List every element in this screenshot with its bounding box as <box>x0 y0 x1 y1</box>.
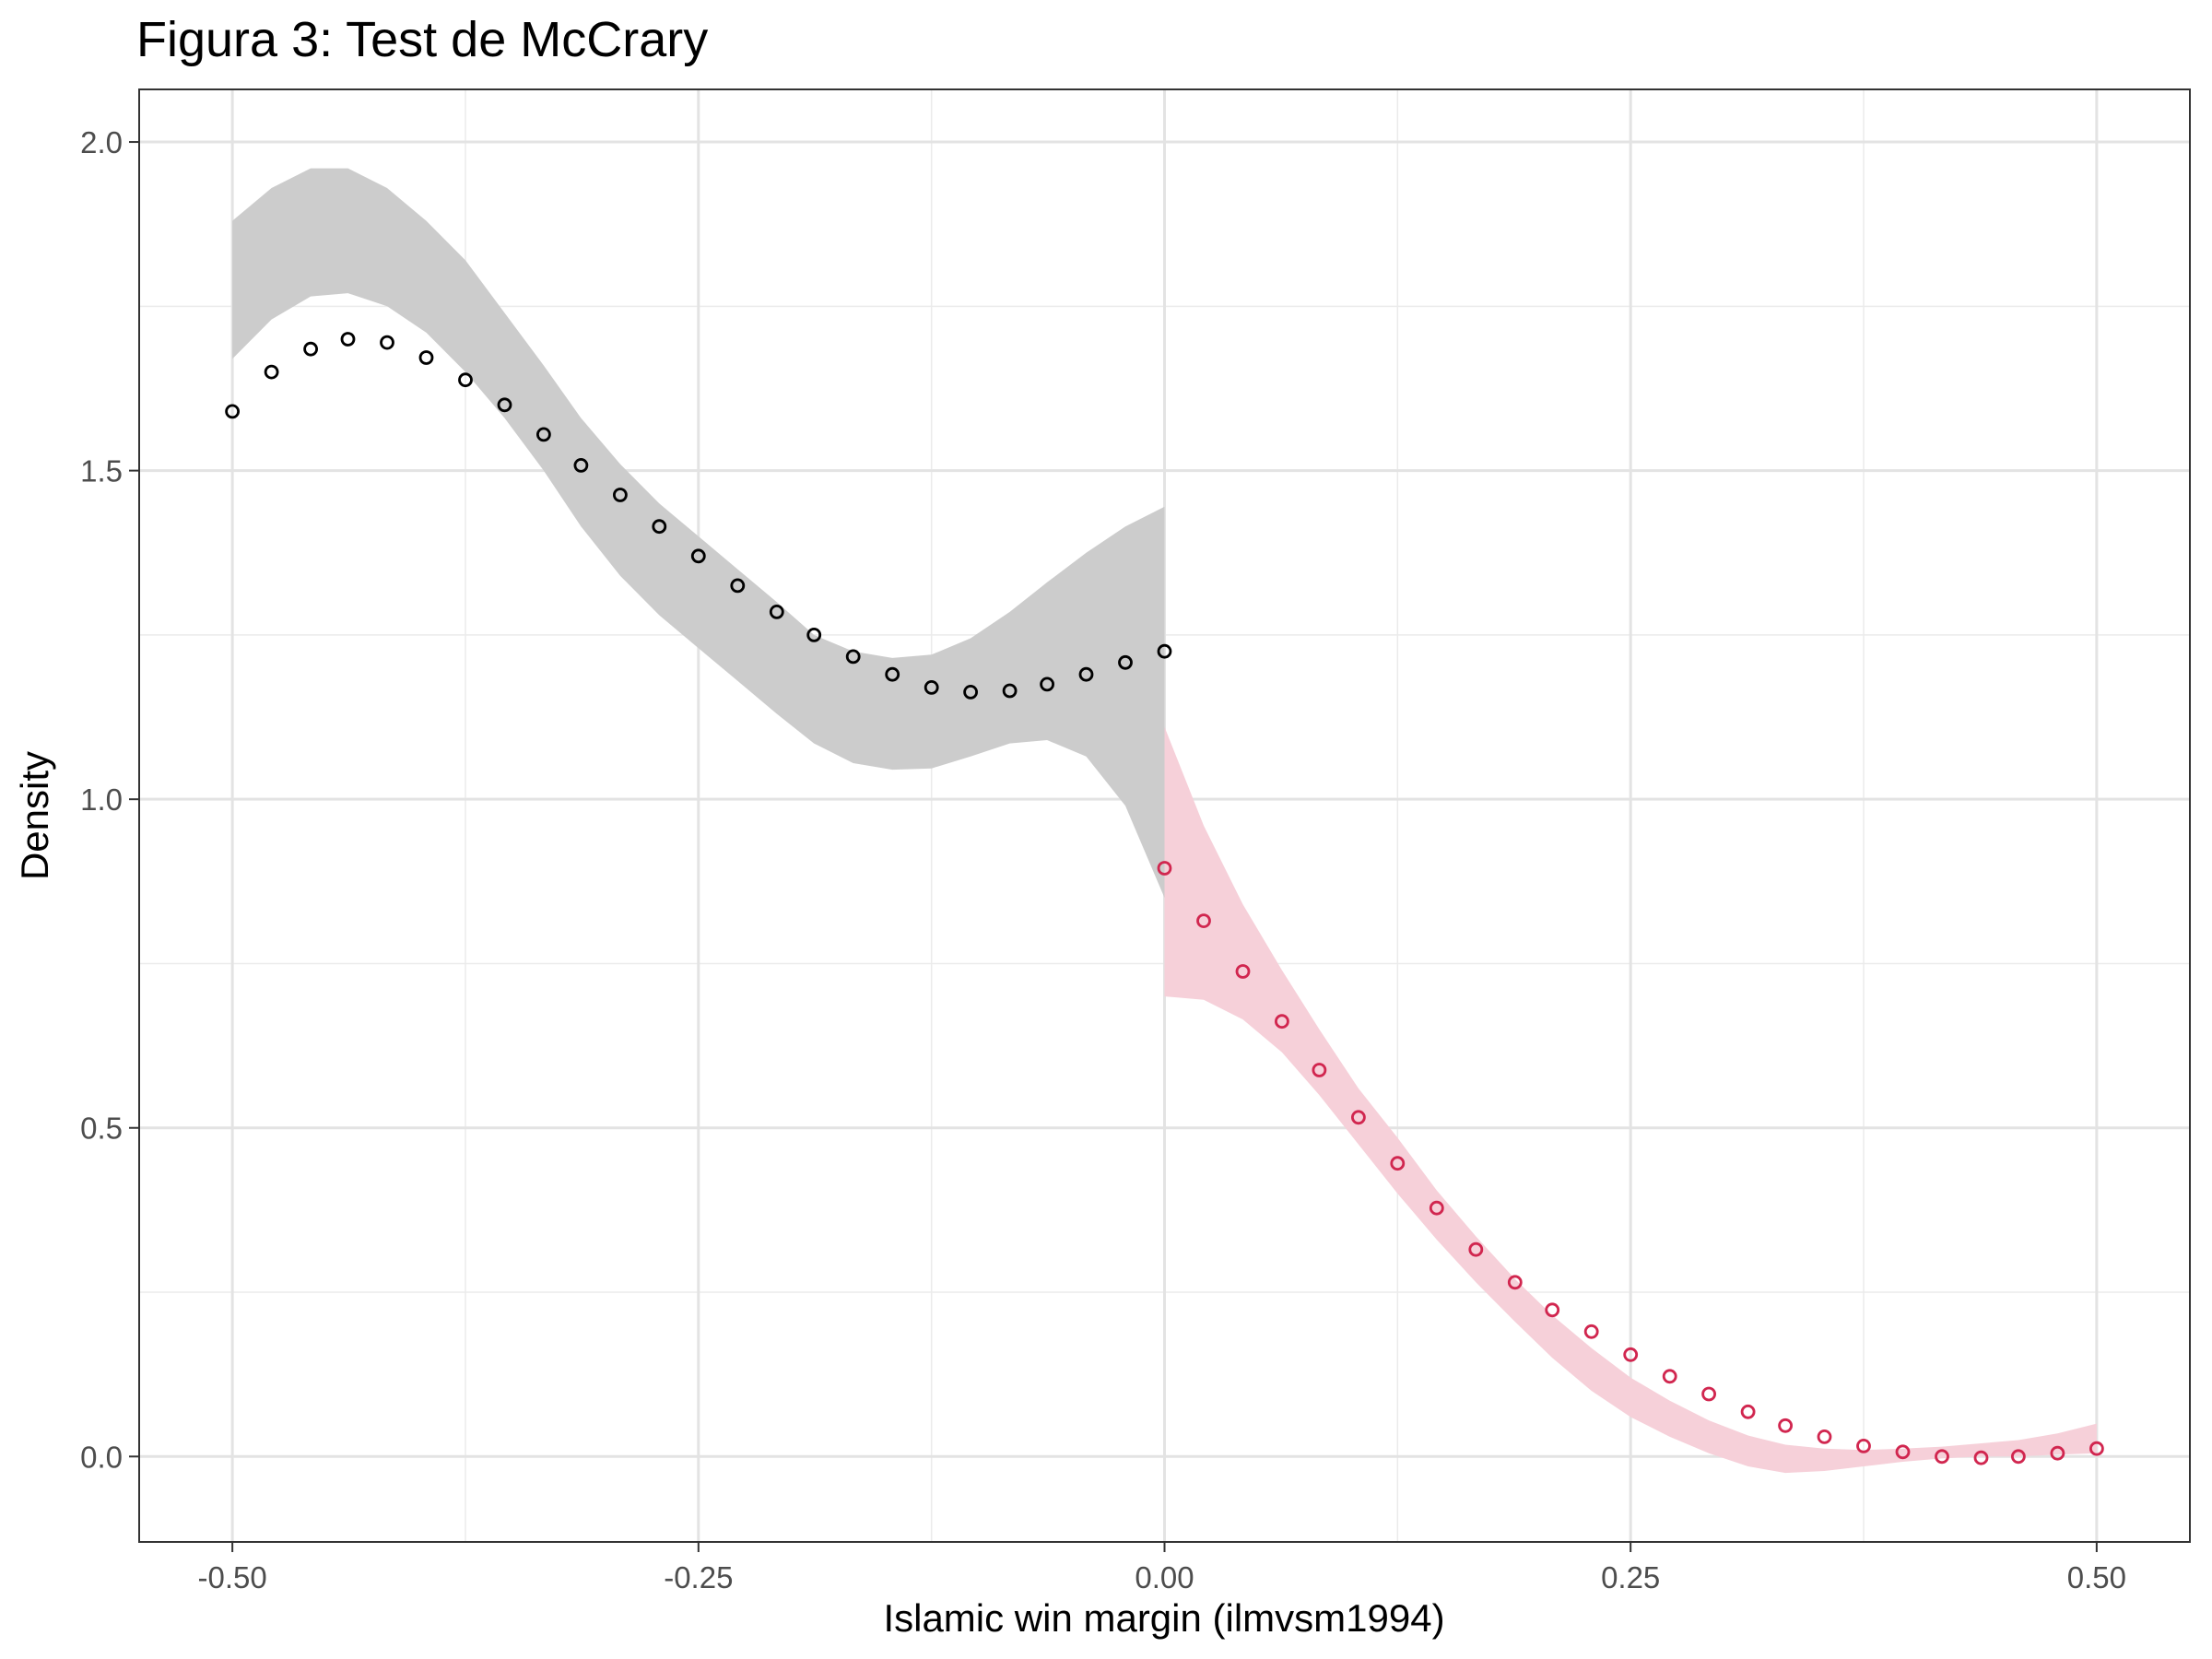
data-point-series-1 <box>806 628 822 642</box>
data-point-series-2 <box>2010 1449 2026 1465</box>
data-point-series-1 <box>1002 683 1018 699</box>
data-point-series-2 <box>1312 1063 1327 1077</box>
data-point-series-1 <box>497 397 512 413</box>
data-point-series-2 <box>1662 1369 1677 1384</box>
x-axis: -0.50 -0.25 0.00 0.25 0.50 <box>198 1542 2126 1594</box>
confidence-band-1 <box>232 168 1165 899</box>
data-point-series-1 <box>340 332 356 347</box>
data-point-series-2 <box>1817 1430 1832 1444</box>
data-point-series-2 <box>1429 1200 1444 1216</box>
data-point-series-1 <box>458 372 473 388</box>
data-point-series-2 <box>1235 964 1251 979</box>
data-point-series-2 <box>1468 1241 1484 1257</box>
data-point-series-2 <box>1701 1386 1716 1402</box>
data-point-series-1 <box>1157 643 1172 659</box>
data-point-series-1 <box>1040 677 1054 692</box>
data-point-series-2 <box>1583 1324 1599 1339</box>
x-tick-label: -0.50 <box>198 1560 267 1594</box>
data-point-series-1 <box>613 488 628 502</box>
data-point-series-2 <box>1351 1110 1366 1125</box>
x-axis-title: Islamic win margin (ilmvsm1994) <box>883 1596 1444 1640</box>
y-tick-label: 2.0 <box>80 125 123 159</box>
data-point-series-1 <box>845 649 861 665</box>
density-points <box>225 332 2104 1465</box>
chart-title: Figura 3: Test de McCrary <box>136 12 709 67</box>
data-point-series-1 <box>730 578 746 594</box>
data-point-series-1 <box>924 680 939 695</box>
data-point-series-2 <box>2088 1441 2104 1456</box>
data-point-series-2 <box>1778 1418 1793 1433</box>
x-tick-label: -0.25 <box>664 1560 733 1594</box>
data-point-series-1 <box>264 364 279 380</box>
y-tick-label: 0.0 <box>80 1440 123 1474</box>
data-point-series-2 <box>1545 1302 1560 1318</box>
data-point-series-2 <box>1157 861 1172 876</box>
data-point-series-1 <box>885 666 900 682</box>
data-point-series-2 <box>1856 1439 1871 1453</box>
data-point-series-1 <box>1078 666 1094 682</box>
data-point-series-2 <box>1390 1156 1406 1171</box>
data-point-series-2 <box>1623 1347 1639 1362</box>
y-axis-title: Density <box>13 751 56 880</box>
data-point-series-1 <box>963 685 978 700</box>
data-point-series-1 <box>652 519 667 535</box>
data-point-series-2 <box>1275 1014 1289 1030</box>
data-point-series-1 <box>769 605 784 619</box>
y-tick-label: 1.0 <box>80 782 123 817</box>
data-point-series-2 <box>1196 913 1211 928</box>
data-point-series-2 <box>1740 1404 1756 1419</box>
data-point-series-1 <box>303 341 319 357</box>
data-point-series-2 <box>1973 1450 1989 1465</box>
data-point-series-1 <box>573 457 589 473</box>
data-point-series-2 <box>1935 1449 1949 1465</box>
data-point-series-2 <box>2050 1445 2065 1461</box>
confidence-bands <box>232 168 2097 1474</box>
data-point-series-1 <box>225 404 241 419</box>
data-point-series-1 <box>1118 654 1133 670</box>
y-tick-label: 1.5 <box>80 454 123 488</box>
data-point-series-1 <box>380 335 394 350</box>
data-point-series-1 <box>690 548 706 564</box>
data-point-series-1 <box>418 350 434 365</box>
y-axis: 0.0 0.5 1.0 1.5 2.0 <box>80 125 139 1474</box>
data-point-series-2 <box>1895 1444 1911 1460</box>
y-tick-label: 0.5 <box>80 1112 123 1146</box>
x-tick-label: 0.25 <box>1601 1560 1660 1594</box>
data-point-series-1 <box>536 427 551 442</box>
data-point-series-2 <box>1507 1275 1523 1290</box>
x-tick-label: 0.50 <box>2067 1560 2126 1594</box>
confidence-band-2 <box>1164 726 2097 1474</box>
x-tick-label: 0.00 <box>1135 1560 1194 1594</box>
